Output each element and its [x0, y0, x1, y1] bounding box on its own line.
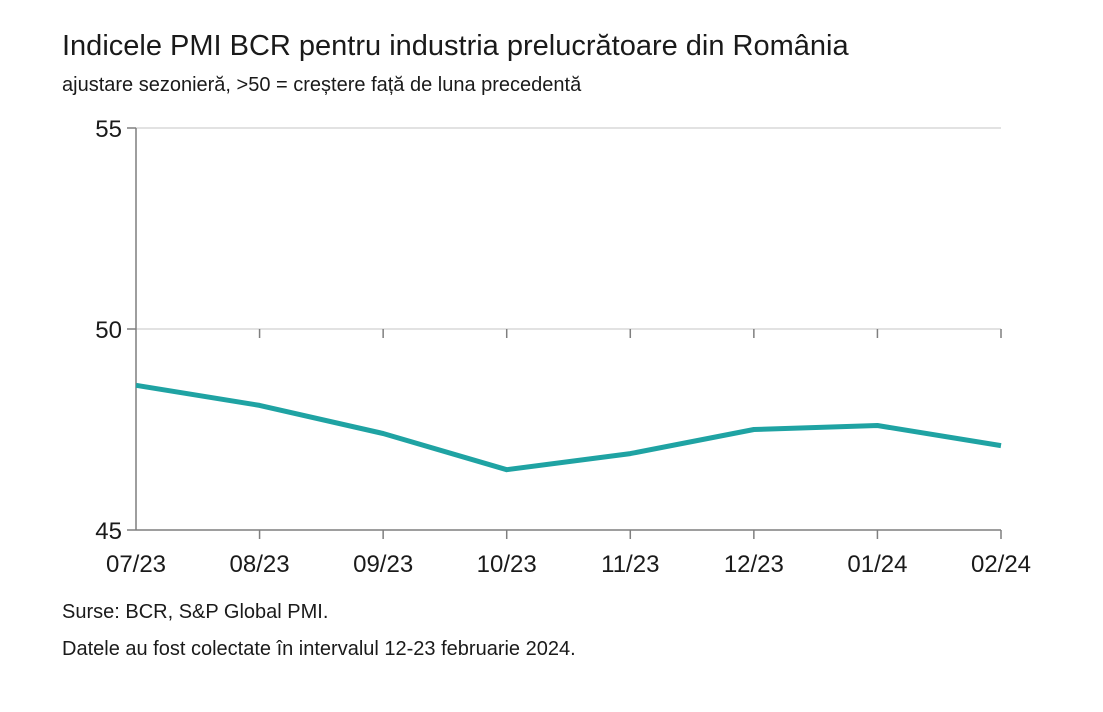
x-tick-label: 08/23 [230, 551, 290, 578]
chart-subtitle: ajustare sezonieră, >50 = creștere față … [62, 74, 582, 96]
source-note: Surse: BCR, S&P Global PMI. [62, 601, 329, 623]
x-tick-label: 09/23 [353, 551, 413, 578]
series-layer [135, 382, 1002, 473]
x-tick-label: 07/23 [106, 551, 166, 578]
gridlines [136, 127, 1001, 330]
y-tick-label: 50 [95, 317, 122, 344]
x-tick-label: 10/23 [477, 551, 537, 578]
collection-note: Datele au fost colectate în intervalul 1… [62, 638, 576, 660]
axes [127, 127, 1002, 539]
tick-labels: 45 50 55 07/23 08/23 09/23 10/23 11/23 12/23 01/2… [95, 116, 1031, 578]
x-tick-label: 11/23 [601, 551, 659, 578]
x-tick-label: 01/24 [847, 551, 907, 578]
x-tick-label: 12/23 [724, 551, 784, 578]
series-line [135, 382, 1002, 473]
x-tick-label: 02/24 [971, 551, 1031, 578]
y-tick-label: 55 [95, 116, 122, 143]
chart-title: Indicele PMI BCR pentru industria preluc… [62, 30, 849, 62]
y-tick-label: 45 [95, 518, 122, 545]
